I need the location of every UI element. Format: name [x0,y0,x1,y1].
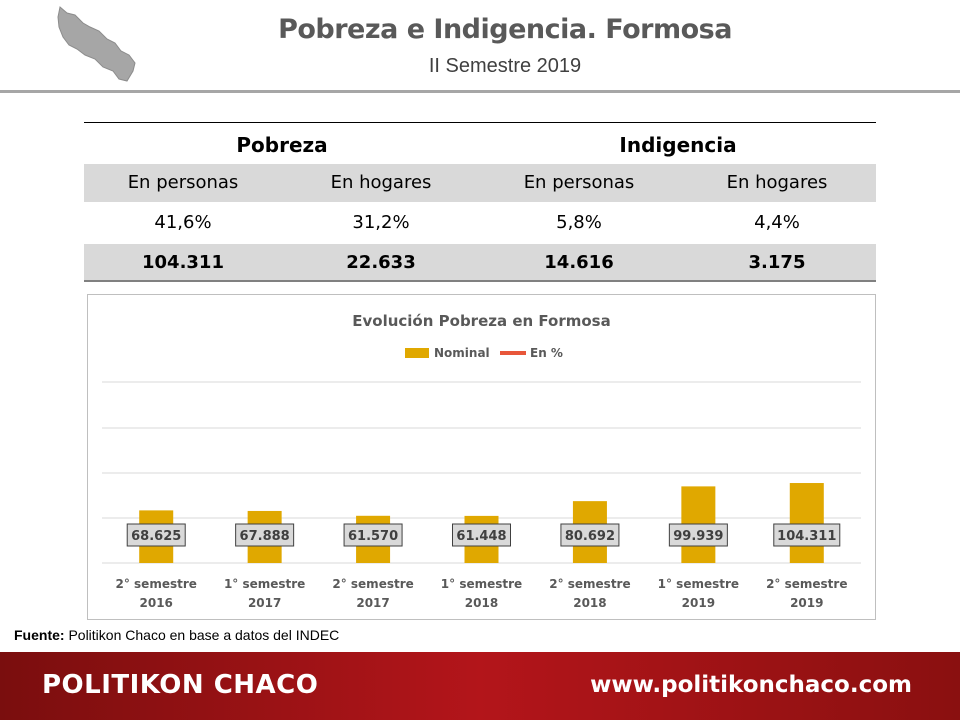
x-tick-label: 2019 [682,596,715,610]
source-text: Politikon Chaco en base a datos del INDE… [64,627,340,643]
x-tick-label: 2019 [790,596,823,610]
bar-data-label: 61.448 [456,529,506,544]
bar-data-label: 80.692 [565,529,615,544]
x-tick-label: 2° semestre [332,577,413,591]
legend-label-percent: En % [530,346,563,360]
column-header-row: En personas En hogares En personas En ho… [84,164,876,202]
column-header: En hogares [330,172,432,193]
bar-data-label: 104.311 [777,529,836,544]
stats-table: Pobreza Indigencia En personas En hogare… [84,122,876,282]
bar-nominal [789,483,824,563]
bar-data-label: 61.570 [348,529,398,544]
x-tick-label: 2018 [465,596,498,610]
legend-label-nominal: Nominal [434,346,490,360]
chart-container: Evolución Pobreza en Formosa Nominal En % 6… [87,294,876,620]
province-map-icon [57,6,136,82]
table-cell: 41,6% [154,212,212,233]
website-url[interactable]: www.politikonchaco.com [590,672,912,698]
x-tick-label: 1° semestre [224,577,305,591]
footer-bar: POLITIKON CHACO www.politikonchaco.com [0,652,960,720]
bar-label-box [126,523,186,547]
group-header-pobreza: Pobreza [236,133,328,157]
table-cell: 31,2% [352,212,410,233]
source-label: Fuente: [14,627,65,643]
x-tick-label: 2° semestre [549,577,630,591]
x-tick-label: 1° semestre [658,577,739,591]
bar-label-box [773,523,841,547]
bar-label-box [235,523,295,547]
column-header: En personas [127,172,239,193]
x-tick-label: 2° semestre [766,577,847,591]
page-subtitle: II Semestre 2019 [428,55,582,77]
x-tick-label: 2017 [356,596,389,610]
header-divider [0,90,960,93]
bar-label-box [560,523,620,547]
x-tick-label: 2017 [248,596,281,610]
table-cell: 22.633 [346,252,416,273]
chart-title: Evolución Pobreza en Formosa [352,312,610,330]
table-cell: 4,4% [754,212,800,233]
bar-data-label: 67.888 [240,529,290,544]
column-header: En personas [523,172,635,193]
x-tick-label: 2018 [573,596,606,610]
bar-data-label: 68.625 [131,529,181,544]
table-cell: 14.616 [544,252,614,273]
x-tick-label: 2° semestre [116,577,197,591]
x-tick-label: 1° semestre [441,577,522,591]
bar-label-box [668,523,728,547]
table-top-rule [84,122,876,123]
table-cell: 3.175 [748,252,806,273]
bar-data-label: 99.939 [673,529,723,544]
count-row: 104.311 22.633 14.616 3.175 [84,244,876,282]
percent-row: 41,6% 31,2% 5,8% 4,4% [84,204,876,242]
table-cell: 5,8% [556,212,602,233]
brand-name: POLITIKON CHACO [42,670,319,700]
column-header: En hogares [726,172,828,193]
group-header-indigencia: Indigencia [619,133,737,157]
page-title: Pobreza e Indigencia. Formosa [278,14,732,45]
x-tick-label: 2016 [140,596,173,610]
source-note: Fuente: Politikon Chaco en base a datos … [14,627,339,643]
bar-label-box [452,523,511,547]
bar-label-box [343,523,403,547]
table-cell: 104.311 [142,252,224,273]
poverty-evolution-chart: Evolución Pobreza en Formosa Nominal En % 6… [102,312,861,610]
legend-swatch-nominal [405,348,429,358]
table-bottom-rule [84,280,876,282]
